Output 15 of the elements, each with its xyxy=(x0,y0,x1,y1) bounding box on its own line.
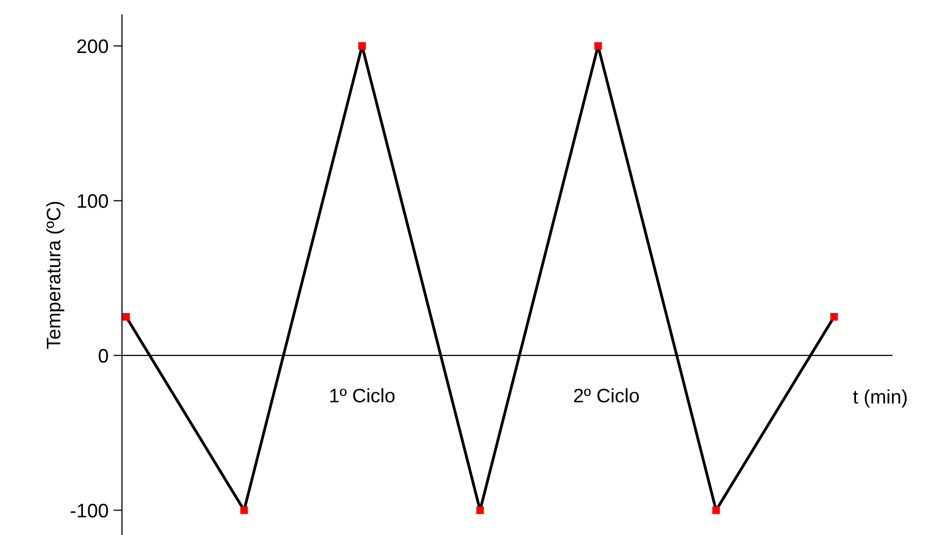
y-axis-title: Temperatura (ºC) xyxy=(46,202,64,349)
point xyxy=(594,42,602,50)
point xyxy=(122,312,130,321)
annotation: 1º Ciclo xyxy=(330,388,395,402)
annotation: 2º Ciclo xyxy=(574,388,639,402)
point xyxy=(830,312,838,321)
y-tick-label: 200 xyxy=(77,39,108,54)
y-tick-label: 0 xyxy=(98,348,108,363)
point xyxy=(712,506,720,514)
x-axis-title: t (min) xyxy=(853,389,907,408)
y-tick-label: -100 xyxy=(70,504,108,518)
point xyxy=(358,42,366,50)
point xyxy=(476,506,484,514)
point xyxy=(240,506,248,514)
y-tick-label: 100 xyxy=(78,194,108,208)
